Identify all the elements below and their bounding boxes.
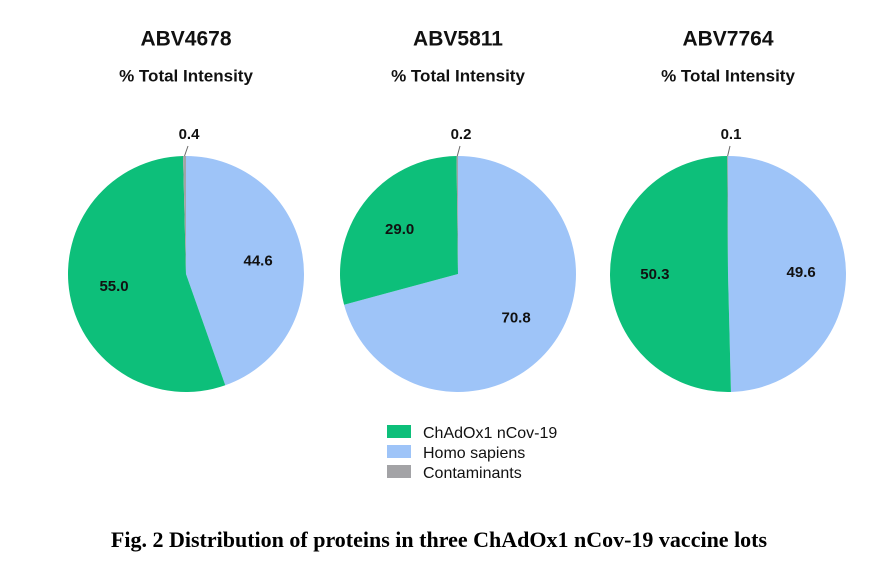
chart-title: ABV4678 <box>140 28 231 51</box>
pie-slice-chadox1-ncov-19 <box>610 156 731 392</box>
legend: ChAdOx1 nCov-19 Homo sapiens Contaminant… <box>387 425 557 482</box>
slice-value-label: 50.3 <box>640 266 669 283</box>
pie-slice-homo-sapiens <box>728 156 847 392</box>
legend-label-homo-sapiens: Homo sapiens <box>423 445 525 462</box>
leader-line <box>727 145 731 157</box>
figure-caption: Fig. 2 Distribution of proteins in three… <box>111 527 768 552</box>
pie-charts: ABV4678 % Total Intensity 44.6 55.0 0.4 ABV58… <box>67 28 847 393</box>
pie-slice-homo-sapiens <box>186 156 304 386</box>
slice-value-label: 29.0 <box>385 221 414 238</box>
pie-slice-contaminants <box>456 156 458 274</box>
chart-subtitle: % Total Intensity <box>119 66 253 85</box>
slice-value-label: 0.4 <box>179 126 201 143</box>
pie-slice-contaminants <box>183 156 186 274</box>
pie-chart-3: ABV7764 % Total Intensity 49.6 50.3 0.1 <box>610 28 847 392</box>
pie-slice-chadox1-ncov-19 <box>339 156 458 305</box>
slice-value-label: 49.6 <box>787 264 816 281</box>
legend-swatch-contaminants <box>387 465 411 478</box>
legend-swatch-chadox1 <box>387 425 411 438</box>
leader-line <box>184 145 189 157</box>
slice-value-label: 70.8 <box>501 309 530 326</box>
pie-chart-1: ABV4678 % Total Intensity 44.6 55.0 0.4 <box>67 28 304 393</box>
chart-title: ABV7764 <box>682 28 773 51</box>
pie-slice-chadox1-ncov-19 <box>67 156 226 393</box>
chart-subtitle: % Total Intensity <box>661 66 795 85</box>
leader-line <box>456 145 461 157</box>
legend-label-chadox1: ChAdOx1 nCov-19 <box>423 425 557 442</box>
slice-value-label: 0.1 <box>721 126 742 143</box>
legend-swatch-homo-sapiens <box>387 445 411 458</box>
pie-slice-contaminants <box>727 156 728 274</box>
pie-slice-homo-sapiens <box>344 156 576 392</box>
chart-title: ABV5811 <box>413 28 503 51</box>
pie-chart-2: ABV5811 % Total Intensity 70.8 29.0 0.2 <box>339 28 576 392</box>
slice-value-label: 44.6 <box>244 253 273 270</box>
slice-value-label: 55.0 <box>99 278 128 295</box>
legend-label-contaminants: Contaminants <box>423 465 522 482</box>
chart-subtitle: % Total Intensity <box>391 66 525 85</box>
slice-value-label: 0.2 <box>451 126 472 143</box>
